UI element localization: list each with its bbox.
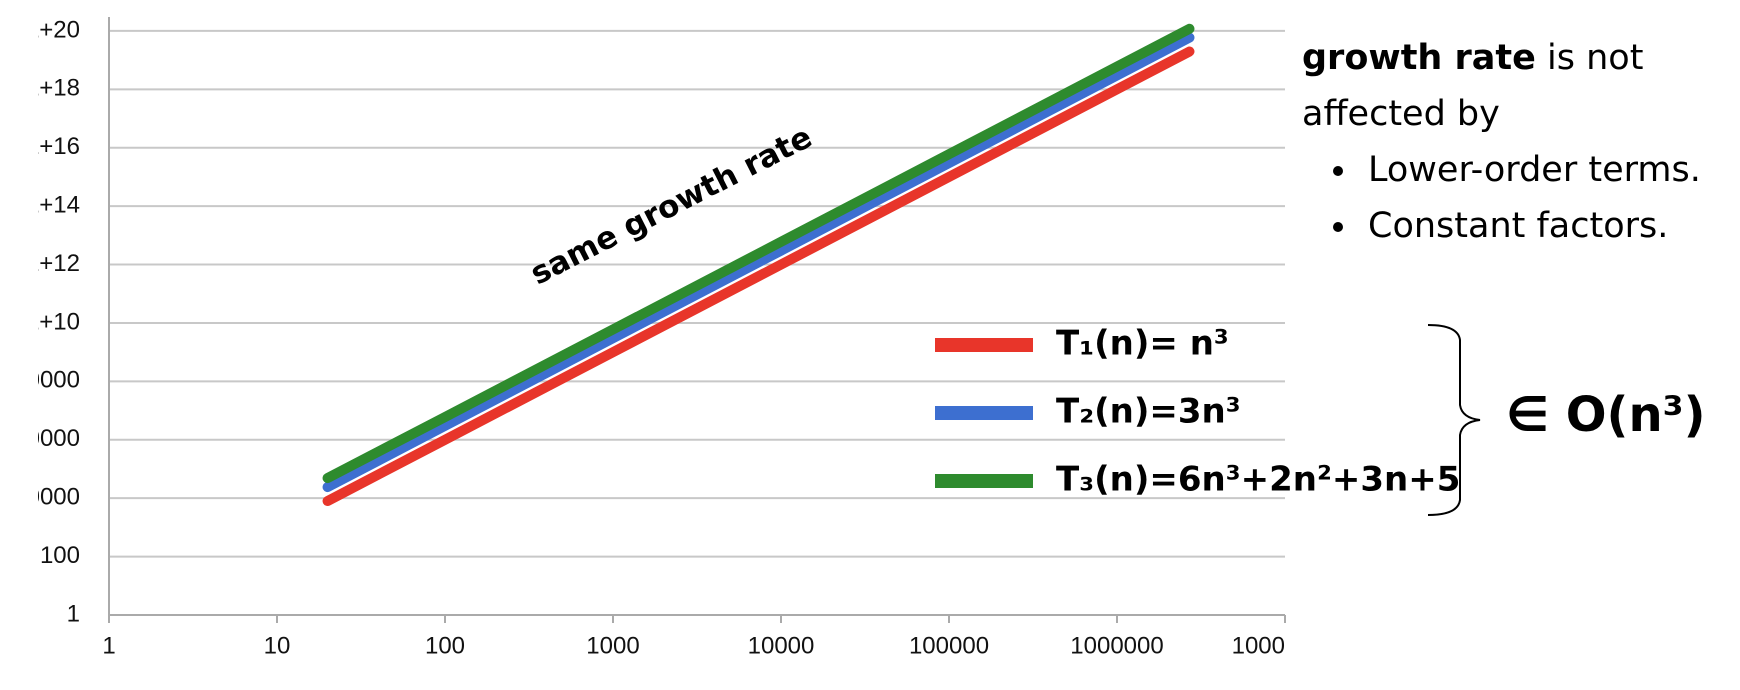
legend-swatch (935, 474, 1033, 488)
legend-label: T₁(n)= n³ (1056, 324, 1229, 364)
bullet-list: Lower-order terms.Constant factors. (1302, 142, 1722, 254)
legend-swatch (935, 338, 1033, 352)
x-tick-label: 10000 (748, 632, 815, 659)
series-line (322, 32, 1195, 493)
brace (1427, 324, 1481, 516)
x-tick-label: 100000 (909, 632, 989, 659)
legend-label: T₃(n)=6n³+2n²+3n+5 (1056, 460, 1460, 500)
y-tick-label: 1E+10 (10, 308, 80, 335)
note-text: is not affected by (1302, 38, 1644, 134)
series-line (322, 23, 1195, 484)
y-tick-label: 1E+20 (10, 16, 80, 43)
y-tick-label: 1E+12 (10, 250, 80, 277)
x-tick-label: 1 (102, 632, 115, 659)
x-tick-label: 10 (264, 632, 291, 659)
y-tick-label: 1000000 (0, 425, 80, 452)
y-tick-label: 1E+16 (10, 133, 80, 160)
class-label: ∈ O(n³) (1506, 387, 1706, 443)
x-tick-label: 10000000 (1232, 632, 1339, 659)
bullet: Constant factors. (1360, 198, 1722, 254)
y-tick-label: 1 (67, 600, 80, 627)
x-tick-label: 1000 (586, 632, 639, 659)
x-tick-label: 1000000 (1070, 632, 1163, 659)
y-tick-label: 1E+14 (10, 191, 80, 218)
series-line (322, 46, 1195, 507)
note-emphasis: growth rate (1302, 38, 1536, 78)
x-tick-label: 100 (425, 632, 465, 659)
bullet: Lower-order terms. (1360, 142, 1722, 198)
y-tick-label: 1E+18 (10, 75, 80, 102)
legend-swatch (935, 406, 1033, 420)
y-tick-label: 100 (40, 542, 80, 569)
side-note: growth rate is not affected by Lower-ord… (1302, 30, 1722, 254)
y-tick-label: 10000 (13, 484, 80, 511)
legend-label: T₂(n)=3n³ (1056, 392, 1241, 432)
